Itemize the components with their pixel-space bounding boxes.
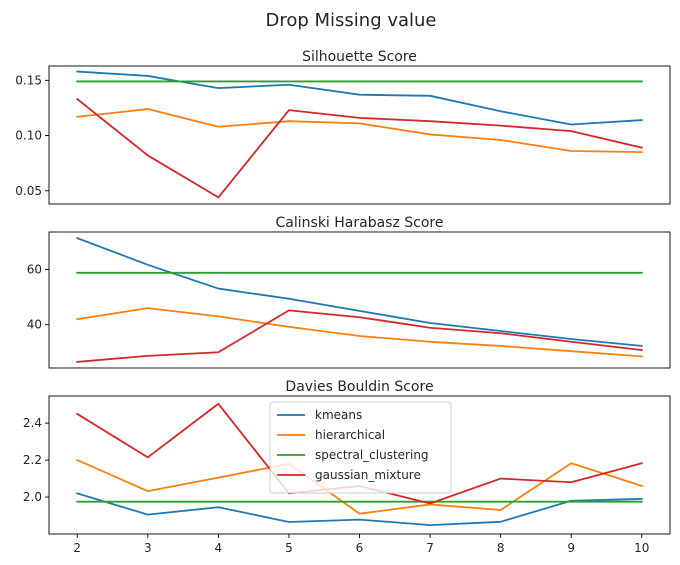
series-line-kmeans xyxy=(76,70,643,126)
subplots: Silhouette Score 0.05 0.10 0.15 Calinski Har… xyxy=(15,49,671,555)
y-tick-label: 0.10 xyxy=(15,129,42,143)
y-tick-label: 2.4 xyxy=(23,416,42,430)
subplot-title: Davies Bouldin Score xyxy=(285,379,433,395)
series-line-gaussian-mixture xyxy=(75,97,643,199)
y-tick-label: 2.2 xyxy=(23,453,42,467)
legend-label: gaussian_mixture xyxy=(315,468,421,482)
subplot-2: Calinski Harabasz Score 40 60 xyxy=(27,215,671,369)
x-tick-label: 10 xyxy=(634,541,649,555)
axes-frame xyxy=(48,231,671,369)
y-tick-label: 2.0 xyxy=(23,490,42,504)
y-tick-label: 0.05 xyxy=(15,184,42,198)
x-tick-label: 9 xyxy=(567,541,575,555)
legend-label: kmeans xyxy=(315,408,362,422)
legend-label: spectral_clustering xyxy=(315,448,429,462)
subplot-3: Davies Bouldin Score 2.0 2.2 2.4 2 3 4 5 6 7 8 9 10 k… xyxy=(23,379,671,555)
y-tick-label: 60 xyxy=(27,263,42,277)
series-line-hierarchical xyxy=(76,307,643,358)
y-tick-label: 40 xyxy=(27,318,42,332)
axes-frame xyxy=(48,65,671,205)
figure-title: Drop Missing value xyxy=(265,10,436,31)
y-tick-label: 0.15 xyxy=(15,73,42,87)
subplot-title: Calinski Harabasz Score xyxy=(276,215,444,231)
legend-label: hierarchical xyxy=(315,428,385,442)
legend-box xyxy=(269,401,452,494)
x-tick-label: 2 xyxy=(73,541,81,555)
x-tick-label: 8 xyxy=(497,541,505,555)
x-tick-label: 3 xyxy=(144,541,152,555)
legend: kmeans hierarchical spectral_clusteringgau… xyxy=(269,401,452,494)
x-tick-label: 5 xyxy=(285,541,293,555)
x-tick-label: 7 xyxy=(426,541,434,555)
subplot-title: Silhouette Score xyxy=(302,49,417,65)
series-line-kmeans xyxy=(76,492,643,527)
series-line-hierarchical xyxy=(76,108,643,154)
series-line-hierarchical xyxy=(76,458,643,515)
x-tick-label: 4 xyxy=(215,541,223,555)
subplot-1: Silhouette Score 0.05 0.10 0.15 xyxy=(15,49,671,205)
x-tick-label: 6 xyxy=(356,541,364,555)
series-line-gaussian-mixture xyxy=(76,309,643,363)
